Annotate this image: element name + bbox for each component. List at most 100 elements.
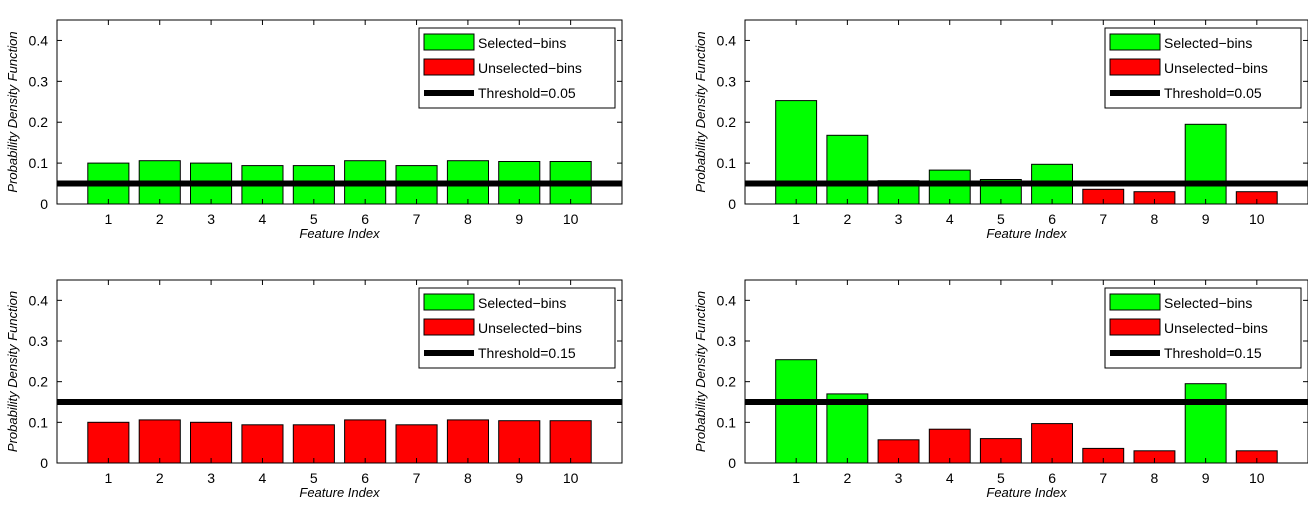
x-tick-label: 8 bbox=[464, 211, 472, 227]
bar-10 bbox=[549, 420, 592, 464]
x-tick-label: 1 bbox=[792, 211, 800, 227]
x-tick-label: 8 bbox=[1151, 211, 1159, 227]
legend-label-selected: Selected−bins bbox=[1164, 35, 1252, 51]
bar-1 bbox=[87, 421, 130, 464]
axes-frame bbox=[56, 279, 623, 464]
bar-2 bbox=[826, 393, 869, 464]
legend-label-threshold: Threshold=0.15 bbox=[1164, 345, 1262, 361]
x-tick-label: 10 bbox=[563, 470, 579, 486]
x-tick-label: 4 bbox=[259, 211, 267, 227]
axes-frame bbox=[56, 19, 623, 205]
bar-5 bbox=[292, 424, 335, 464]
x-tick-label: 7 bbox=[1099, 470, 1107, 486]
bar-6 bbox=[344, 419, 387, 464]
legend-swatch-unselected bbox=[1109, 318, 1161, 336]
y-tick-label: 0.1 bbox=[717, 414, 737, 430]
y-tick-label: 0.2 bbox=[29, 374, 49, 390]
legend-label-unselected: Unselected−bins bbox=[1164, 60, 1268, 76]
bar-4 bbox=[241, 424, 284, 464]
bar-9 bbox=[1184, 123, 1227, 205]
x-tick-label: 3 bbox=[895, 211, 903, 227]
axes-frame bbox=[744, 19, 1308, 205]
chart-panel-3: 1 2 3 4 5 6 7 8 9 10 0 0.1 0.2 0.3 0.4 Feature Index Pro… bbox=[5, 279, 623, 500]
x-tick-label: 7 bbox=[413, 470, 421, 486]
y-tick-label: 0.4 bbox=[717, 32, 737, 48]
bar-7 bbox=[395, 424, 438, 464]
x-tick-label: 6 bbox=[361, 470, 369, 486]
legend-label-selected: Selected−bins bbox=[478, 35, 566, 51]
y-tick-label: 0 bbox=[40, 455, 48, 471]
x-tick-label: 9 bbox=[515, 470, 523, 486]
x-tick-label: 1 bbox=[104, 211, 112, 227]
y-tick-label: 0.1 bbox=[29, 155, 49, 171]
y-tick-label: 0 bbox=[40, 196, 48, 212]
y-axis-label: Probability Density Function bbox=[5, 291, 20, 452]
x-tick-label: 2 bbox=[156, 211, 164, 227]
bar-3 bbox=[190, 421, 233, 464]
y-tick-label: 0.3 bbox=[29, 73, 49, 89]
legend: Selected−bins Unselected−bins Threshold=0.… bbox=[1104, 287, 1302, 369]
x-tick-label: 8 bbox=[1151, 470, 1159, 486]
x-tick-label: 4 bbox=[946, 211, 954, 227]
x-tick-label: 3 bbox=[207, 470, 215, 486]
y-tick-label: 0.4 bbox=[29, 32, 49, 48]
bar-1 bbox=[775, 100, 818, 205]
x-tick-label: 1 bbox=[104, 470, 112, 486]
x-tick-label: 5 bbox=[310, 211, 318, 227]
legend-label-selected: Selected−bins bbox=[478, 295, 566, 311]
legend-swatch-selected bbox=[423, 33, 475, 51]
legend-label-selected: Selected−bins bbox=[1164, 295, 1252, 311]
legend: Selected−bins Unselected−bins Threshold=0.… bbox=[1104, 27, 1302, 109]
legend-label-unselected: Unselected−bins bbox=[1164, 320, 1268, 336]
x-tick-label: 5 bbox=[997, 470, 1005, 486]
x-tick-label: 9 bbox=[1202, 470, 1210, 486]
x-tick-label: 5 bbox=[310, 470, 318, 486]
y-tick-label: 0.3 bbox=[29, 333, 49, 349]
chart-panel-4: 1 2 3 4 5 6 7 8 9 10 0 0.1 0.2 0.3 0.4 Feature Index Pro… bbox=[693, 279, 1308, 500]
x-tick-label: 10 bbox=[563, 211, 579, 227]
bar-9 bbox=[498, 420, 541, 464]
x-tick-label: 7 bbox=[1099, 211, 1107, 227]
legend-label-unselected: Unselected−bins bbox=[478, 320, 582, 336]
y-tick-label: 0.4 bbox=[29, 292, 49, 308]
bar-2 bbox=[138, 419, 181, 464]
x-tick-label: 10 bbox=[1249, 211, 1265, 227]
bar-8 bbox=[446, 419, 489, 464]
x-tick-label: 3 bbox=[895, 470, 903, 486]
bar-9 bbox=[1184, 383, 1227, 464]
bar-2 bbox=[826, 134, 869, 205]
y-tick-label: 0 bbox=[728, 196, 736, 212]
y-tick-label: 0.4 bbox=[717, 292, 737, 308]
x-tick-label: 2 bbox=[843, 470, 851, 486]
y-axis-label: Probability Density Function bbox=[693, 291, 708, 452]
legend-label-threshold: Threshold=0.05 bbox=[1164, 85, 1262, 101]
legend-swatch-selected bbox=[423, 293, 475, 311]
legend-swatch-unselected bbox=[423, 318, 475, 336]
y-tick-label: 0.3 bbox=[717, 73, 737, 89]
x-axis-label: Feature Index bbox=[986, 226, 1067, 241]
x-tick-label: 6 bbox=[1048, 470, 1056, 486]
x-tick-label: 7 bbox=[413, 211, 421, 227]
x-tick-label: 6 bbox=[361, 211, 369, 227]
x-axis-label: Feature Index bbox=[299, 226, 380, 241]
y-tick-label: 0 bbox=[728, 455, 736, 471]
y-axis-label: Probability Density Function bbox=[693, 31, 708, 192]
chart-panel-1: 1 2 3 4 5 6 7 8 9 10 0 0.1 0.2 0.3 0.4 Feature Index Pro… bbox=[5, 19, 623, 241]
y-axis-label: Probability Density Function bbox=[5, 31, 20, 192]
bar-1 bbox=[775, 359, 818, 464]
x-tick-label: 10 bbox=[1249, 470, 1265, 486]
y-tick-label: 0.2 bbox=[29, 114, 49, 130]
legend-label-unselected: Unselected−bins bbox=[478, 60, 582, 76]
x-tick-label: 4 bbox=[946, 470, 954, 486]
x-tick-label: 6 bbox=[1048, 211, 1056, 227]
x-tick-label: 8 bbox=[464, 470, 472, 486]
legend-swatch-unselected bbox=[1109, 58, 1161, 76]
y-tick-label: 0.2 bbox=[717, 114, 737, 130]
x-tick-label: 4 bbox=[259, 470, 267, 486]
y-tick-label: 0.1 bbox=[717, 155, 737, 171]
legend-label-threshold: Threshold=0.15 bbox=[478, 345, 576, 361]
bar-4 bbox=[928, 169, 971, 205]
bar-5 bbox=[979, 438, 1022, 464]
x-tick-label: 1 bbox=[792, 470, 800, 486]
